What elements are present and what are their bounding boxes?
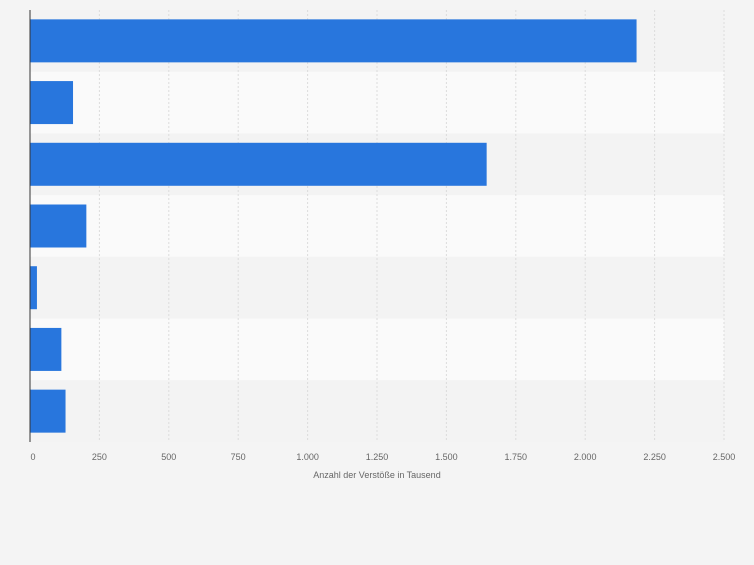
bar [30,81,74,125]
x-axis-ticks: 0 250 500 750 1.000 1.250 1.500 1.750 2.000 2.250… [30,452,735,462]
x-tick-label: 0 [30,452,35,462]
x-tick-label: 2.500 [713,452,736,462]
bars [30,19,637,433]
x-tick-label: 250 [92,452,107,462]
x-tick-label: 1.000 [296,452,319,462]
x-axis-label: Anzahl der Verstöße in Tausend [313,470,440,480]
bar [30,389,66,433]
bar [30,204,87,248]
x-tick-label: 750 [231,452,246,462]
gridlines [98,10,725,442]
x-tick-label: 1.250 [366,452,389,462]
bar [30,327,62,371]
x-tick-label: 500 [161,452,176,462]
x-tick-label: 1.500 [435,452,458,462]
bar [30,19,637,63]
bar [30,142,487,186]
x-tick-label: 2.000 [574,452,597,462]
x-tick-label: 2.250 [643,452,666,462]
bar [30,266,37,310]
x-tick-label: 1.750 [505,452,528,462]
